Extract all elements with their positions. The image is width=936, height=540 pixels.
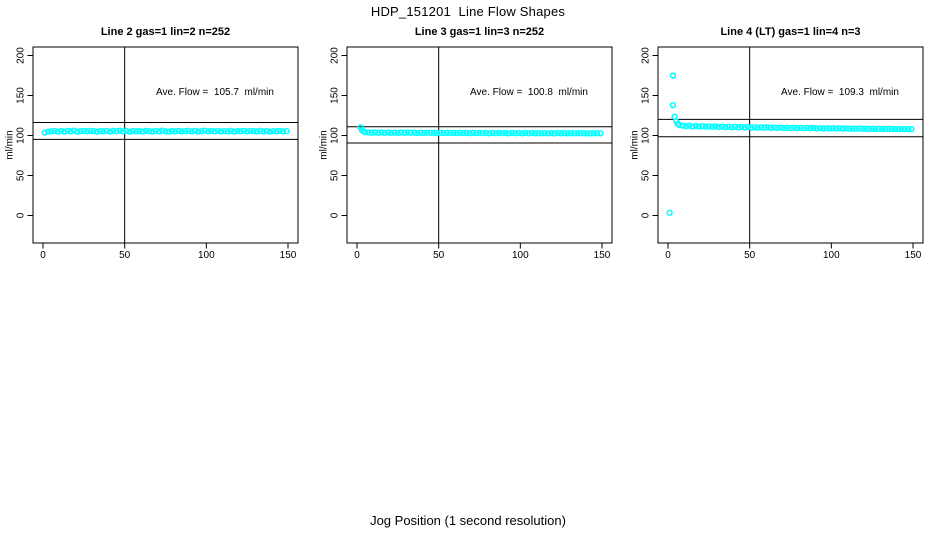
x-tick-label: 0	[665, 250, 671, 261]
x-tick-label: 150	[594, 250, 611, 261]
y-tick-label: 200	[641, 47, 652, 64]
x-tick-label: 100	[823, 250, 840, 261]
panel-2-plot: 0 50 100 150 0 50 100 150 200	[330, 46, 613, 261]
data-points	[357, 124, 604, 137]
y-tick-label: 150	[641, 87, 652, 104]
panel-1-title: Line 2 gas=1 lin=2 n=252	[100, 26, 231, 38]
y-tick-label: 0	[16, 212, 27, 218]
y-tick-label: 200	[330, 47, 341, 64]
y-tick-label: 50	[330, 170, 341, 182]
figure-title: HDP_151201 Line Flow Shapes	[370, 4, 566, 19]
x-tick-label: 100	[198, 250, 215, 261]
y-tick-label: 100	[16, 127, 27, 144]
data-points	[666, 72, 915, 216]
x-tick-label: 0	[40, 250, 46, 261]
y-tick-label: 200	[16, 47, 27, 64]
y-tick-label: 100	[641, 127, 652, 144]
data-points	[41, 127, 290, 136]
y-tick-label: 150	[330, 87, 341, 104]
panel-3-title: Line 4 (LT) gas=1 lin=4 n=3	[720, 26, 861, 38]
x-tick-label: 50	[744, 250, 756, 261]
x-tick-label: 0	[354, 250, 360, 261]
panel-3-y-axis-label: ml/min	[629, 130, 641, 160]
y-tick-label: 100	[330, 127, 341, 144]
x-tick-label: 50	[119, 250, 131, 261]
panel-1-plot: 0 50 100 150 0 50 100 150 200	[16, 46, 299, 261]
panel-3-plot: 0 50 100 150 0 50 100 150 200	[641, 46, 924, 261]
x-axis-title: Jog Position (1 second resolution)	[370, 513, 566, 528]
panel-1-y-axis-label: ml/min	[4, 130, 16, 160]
panel-2-title: Line 3 gas=1 lin=3 n=252	[414, 26, 545, 38]
y-tick-label: 50	[641, 170, 652, 182]
panel-2-y-axis-label: ml/min	[318, 130, 330, 160]
x-tick-label: 150	[280, 250, 297, 261]
y-tick-label: 150	[16, 87, 27, 104]
x-tick-label: 50	[433, 250, 445, 261]
plot-box	[346, 46, 613, 244]
x-tick-label: 150	[905, 250, 922, 261]
plot-box	[32, 46, 299, 244]
panel-3-ave-flow-annotation: Ave. Flow = 109.3 ml/min	[781, 87, 899, 98]
panel-2-ave-flow-annotation: Ave. Flow = 100.8 ml/min	[470, 87, 588, 98]
x-tick-label: 100	[512, 250, 529, 261]
y-tick-label: 50	[16, 170, 27, 182]
panel-1-ave-flow-annotation: Ave. Flow = 105.7 ml/min	[156, 87, 274, 98]
plot-box	[657, 46, 924, 244]
y-tick-label: 0	[330, 212, 341, 218]
y-tick-label: 0	[641, 212, 652, 218]
